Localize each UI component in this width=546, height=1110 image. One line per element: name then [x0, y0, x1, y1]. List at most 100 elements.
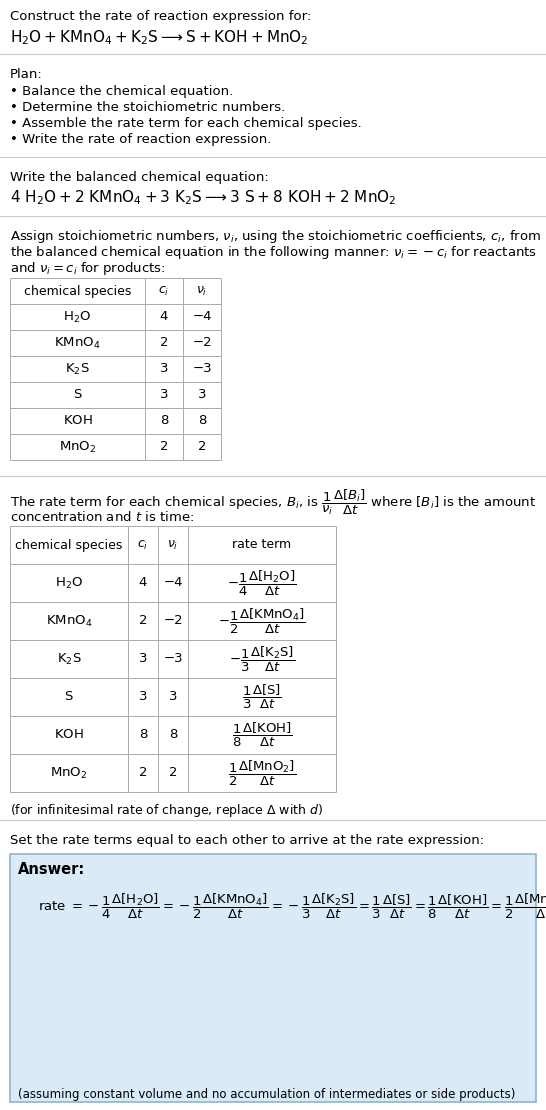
- Text: chemical species: chemical species: [24, 284, 131, 297]
- Text: Assign stoichiometric numbers, $\nu_i$, using the stoichiometric coefficients, $: Assign stoichiometric numbers, $\nu_i$, …: [10, 228, 541, 245]
- Text: rate term: rate term: [233, 538, 292, 552]
- Text: $\dfrac{1}{3}\dfrac{\Delta[\mathrm{S}]}{\Delta t}$: $\dfrac{1}{3}\dfrac{\Delta[\mathrm{S}]}{…: [242, 683, 282, 712]
- Bar: [183, 356, 221, 382]
- Text: 8: 8: [169, 728, 177, 741]
- Bar: [10, 564, 128, 602]
- Text: Set the rate terms equal to each other to arrive at the rate expression:: Set the rate terms equal to each other t…: [10, 834, 484, 847]
- Bar: [158, 640, 188, 678]
- Text: $c_i$: $c_i$: [158, 284, 170, 297]
- Text: The rate term for each chemical species, $B_i$, is $\dfrac{1}{\nu_i}\dfrac{\Delt: The rate term for each chemical species,…: [10, 488, 536, 517]
- Text: the balanced chemical equation in the following manner: $\nu_i = -c_i$ for react: the balanced chemical equation in the fo…: [10, 244, 537, 261]
- Text: $\mathrm{KMnO_4}$: $\mathrm{KMnO_4}$: [54, 335, 100, 351]
- Bar: [10, 754, 128, 793]
- Text: $\mathrm{K_2S}$: $\mathrm{K_2S}$: [65, 362, 90, 376]
- Bar: [128, 678, 158, 716]
- Bar: [10, 304, 145, 330]
- Text: $\mathrm{H_2O}$: $\mathrm{H_2O}$: [63, 310, 92, 324]
- Bar: [158, 602, 188, 640]
- Text: 3: 3: [139, 653, 147, 666]
- Text: $\mathrm{S}$: $\mathrm{S}$: [64, 690, 74, 704]
- Text: $\mathrm{4\ H_2O + 2\ KMnO_4 + 3\ K_2S} \longrightarrow \mathrm{3\ S + 8\ KOH + : $\mathrm{4\ H_2O + 2\ KMnO_4 + 3\ K_2S} …: [10, 188, 396, 206]
- Bar: [188, 564, 336, 602]
- Text: 3: 3: [139, 690, 147, 704]
- Text: 3: 3: [160, 388, 168, 402]
- Text: 3: 3: [169, 690, 177, 704]
- Text: $\mathrm{S}$: $\mathrm{S}$: [73, 388, 82, 402]
- Bar: [188, 526, 336, 564]
- Text: 3: 3: [160, 363, 168, 375]
- Bar: [128, 526, 158, 564]
- Text: 4: 4: [160, 311, 168, 323]
- Text: $\dfrac{1}{2}\dfrac{\Delta[\mathrm{MnO_2}]}{\Delta t}$: $\dfrac{1}{2}\dfrac{\Delta[\mathrm{MnO_2…: [228, 758, 296, 788]
- Bar: [158, 716, 188, 754]
- Text: $\nu_i$: $\nu_i$: [167, 538, 179, 552]
- Bar: [188, 640, 336, 678]
- Text: $c_i$: $c_i$: [138, 538, 149, 552]
- Bar: [188, 716, 336, 754]
- Text: $\mathrm{MnO_2}$: $\mathrm{MnO_2}$: [59, 440, 96, 455]
- Text: −2: −2: [163, 615, 183, 627]
- Bar: [128, 564, 158, 602]
- Text: chemical species: chemical species: [15, 538, 123, 552]
- Bar: [10, 408, 145, 434]
- Text: $\mathrm{H_2O}$: $\mathrm{H_2O}$: [55, 575, 83, 591]
- Text: −3: −3: [163, 653, 183, 666]
- Bar: [145, 356, 183, 382]
- Text: Plan:: Plan:: [10, 68, 43, 81]
- Bar: [128, 754, 158, 793]
- Text: 2: 2: [160, 336, 168, 350]
- Bar: [128, 602, 158, 640]
- Bar: [188, 754, 336, 793]
- Text: and $\nu_i = c_i$ for products:: and $\nu_i = c_i$ for products:: [10, 260, 165, 278]
- Bar: [10, 330, 145, 356]
- Text: (assuming constant volume and no accumulation of intermediates or side products): (assuming constant volume and no accumul…: [18, 1088, 515, 1101]
- Text: 3: 3: [198, 388, 206, 402]
- Bar: [145, 278, 183, 304]
- Text: • Assemble the rate term for each chemical species.: • Assemble the rate term for each chemic…: [10, 117, 362, 130]
- Bar: [128, 716, 158, 754]
- Text: 2: 2: [198, 441, 206, 454]
- Bar: [158, 678, 188, 716]
- Text: • Write the rate of reaction expression.: • Write the rate of reaction expression.: [10, 133, 271, 147]
- Text: −4: −4: [192, 311, 212, 323]
- Text: $\mathrm{H_2O + KMnO_4 + K_2S} \longrightarrow \mathrm{S + KOH + MnO_2}$: $\mathrm{H_2O + KMnO_4 + K_2S} \longrigh…: [10, 28, 308, 47]
- Bar: [183, 382, 221, 408]
- Text: 2: 2: [139, 615, 147, 627]
- Bar: [10, 716, 128, 754]
- Text: $-\dfrac{1}{4}\dfrac{\Delta[\mathrm{H_2O}]}{\Delta t}$: $-\dfrac{1}{4}\dfrac{\Delta[\mathrm{H_2O…: [227, 568, 296, 597]
- Bar: [188, 602, 336, 640]
- Bar: [10, 382, 145, 408]
- Bar: [145, 434, 183, 460]
- Text: 8: 8: [139, 728, 147, 741]
- Text: $\mathrm{K_2S}$: $\mathrm{K_2S}$: [57, 652, 81, 666]
- Bar: [10, 854, 536, 1102]
- Bar: [145, 382, 183, 408]
- Bar: [10, 278, 145, 304]
- Bar: [10, 526, 128, 564]
- Text: −2: −2: [192, 336, 212, 350]
- Text: Construct the rate of reaction expression for:: Construct the rate of reaction expressio…: [10, 10, 311, 23]
- Text: • Balance the chemical equation.: • Balance the chemical equation.: [10, 85, 233, 98]
- Bar: [158, 754, 188, 793]
- Text: 4: 4: [139, 576, 147, 589]
- Bar: [10, 434, 145, 460]
- Bar: [183, 408, 221, 434]
- Bar: [145, 304, 183, 330]
- Bar: [183, 330, 221, 356]
- Text: $\mathrm{MnO_2}$: $\mathrm{MnO_2}$: [50, 766, 88, 780]
- Bar: [183, 434, 221, 460]
- Bar: [128, 640, 158, 678]
- Text: $\mathrm{KMnO_4}$: $\mathrm{KMnO_4}$: [46, 614, 92, 628]
- Bar: [188, 678, 336, 716]
- Text: 2: 2: [169, 767, 177, 779]
- Text: 8: 8: [198, 414, 206, 427]
- Text: Write the balanced chemical equation:: Write the balanced chemical equation:: [10, 171, 269, 184]
- Bar: [145, 330, 183, 356]
- Bar: [10, 678, 128, 716]
- Text: 2: 2: [139, 767, 147, 779]
- Bar: [158, 526, 188, 564]
- Text: −3: −3: [192, 363, 212, 375]
- Bar: [183, 278, 221, 304]
- Bar: [183, 304, 221, 330]
- Bar: [10, 602, 128, 640]
